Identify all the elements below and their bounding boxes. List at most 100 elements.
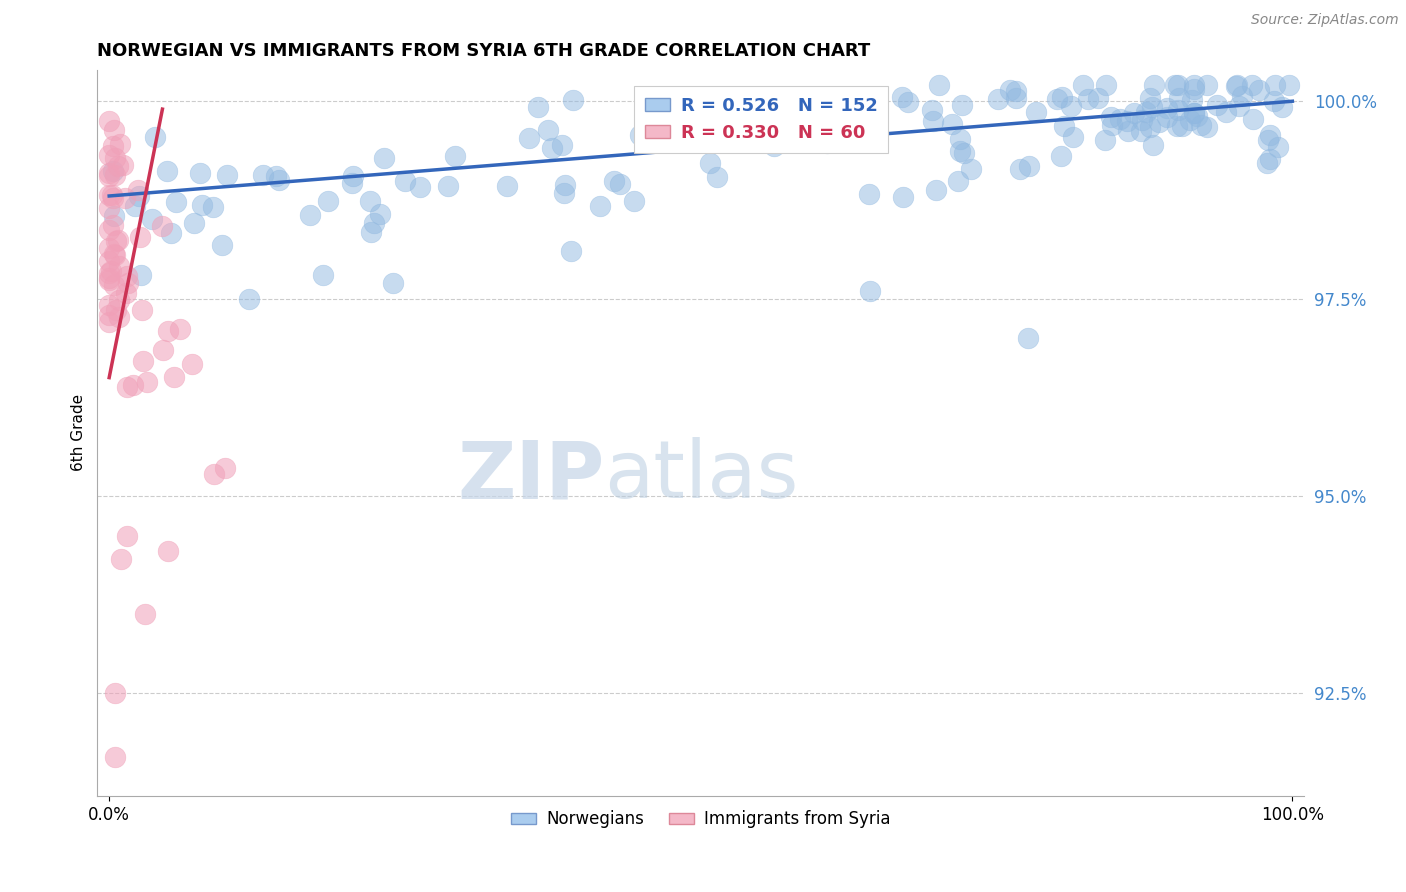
Point [312, 268, 335, 282]
Point [1182, 78, 1205, 93]
Point [519, 131, 541, 145]
Point [1099, 111, 1122, 125]
Point [1077, 92, 1099, 106]
Text: Source: ZipAtlas.com: Source: ZipAtlas.com [1251, 13, 1399, 28]
Point [98, 271, 121, 285]
Point [1052, 90, 1074, 104]
Text: NORWEGIAN VS IMMIGRANTS FROM SYRIA 6TH GRADE CORRELATION CHART: NORWEGIAN VS IMMIGRANTS FROM SYRIA 6TH G… [97, 42, 870, 60]
Point [603, 174, 626, 188]
Point [373, 151, 395, 165]
Point [104, 248, 127, 262]
Point [1241, 78, 1264, 93]
Point [98, 265, 121, 279]
Point [98, 148, 121, 162]
Point [121, 377, 143, 392]
Point [131, 302, 153, 317]
Point [1094, 132, 1116, 146]
Point [368, 206, 391, 220]
Point [744, 125, 766, 139]
Point [104, 302, 127, 317]
Point [103, 247, 125, 261]
Point [1271, 100, 1294, 114]
Point [1060, 99, 1083, 113]
Point [217, 168, 239, 182]
Point [859, 284, 882, 298]
Point [98, 241, 121, 255]
Point [252, 168, 274, 182]
Point [103, 164, 125, 178]
Point [360, 225, 382, 239]
Point [495, 179, 517, 194]
Point [214, 460, 236, 475]
Point [191, 198, 214, 212]
Point [1278, 78, 1301, 93]
Point [98, 273, 121, 287]
Point [1140, 100, 1163, 114]
Point [129, 268, 152, 282]
Point [363, 216, 385, 230]
Text: atlas: atlas [605, 437, 799, 516]
Point [554, 178, 576, 193]
Point [998, 83, 1021, 97]
Point [340, 176, 363, 190]
Point [156, 164, 179, 178]
Point [1143, 78, 1166, 93]
Point [922, 114, 945, 128]
Point [1168, 91, 1191, 105]
Point [668, 108, 690, 122]
Point [946, 174, 969, 188]
Point [690, 112, 713, 126]
Point [150, 219, 173, 234]
Point [104, 151, 127, 165]
Point [1135, 105, 1157, 120]
Point [891, 190, 914, 204]
Point [115, 528, 138, 542]
Point [107, 293, 129, 308]
Point [1241, 112, 1264, 127]
Point [1249, 83, 1271, 97]
Point [1062, 130, 1084, 145]
Point [103, 209, 125, 223]
Point [1071, 78, 1094, 93]
Point [1130, 113, 1153, 128]
Point [394, 174, 416, 188]
Point [104, 168, 127, 182]
Point [382, 276, 405, 290]
Point [162, 370, 184, 384]
Point [437, 178, 460, 193]
Point [112, 158, 135, 172]
Point [136, 376, 159, 390]
Point [141, 212, 163, 227]
Point [103, 218, 125, 232]
Point [1008, 161, 1031, 176]
Point [1178, 113, 1201, 128]
Point [98, 308, 121, 322]
Point [129, 230, 152, 244]
Point [1267, 139, 1289, 153]
Point [316, 194, 339, 208]
Point [110, 552, 132, 566]
Point [1182, 105, 1205, 120]
Point [98, 188, 121, 202]
Point [107, 233, 129, 247]
Point [152, 343, 174, 357]
Point [98, 201, 121, 215]
Point [1116, 124, 1139, 138]
Point [115, 379, 138, 393]
Point [1095, 78, 1118, 93]
Point [950, 97, 973, 112]
Point [960, 162, 983, 177]
Point [115, 286, 138, 301]
Point [299, 208, 322, 222]
Point [1197, 78, 1219, 93]
Point [925, 183, 948, 197]
Point [1115, 114, 1137, 128]
Point [156, 324, 179, 338]
Text: ZIP: ZIP [457, 437, 605, 516]
Point [238, 292, 260, 306]
Point [609, 178, 631, 192]
Point [98, 113, 121, 128]
Point [1225, 78, 1247, 93]
Point [1053, 119, 1076, 133]
Point [540, 140, 562, 154]
